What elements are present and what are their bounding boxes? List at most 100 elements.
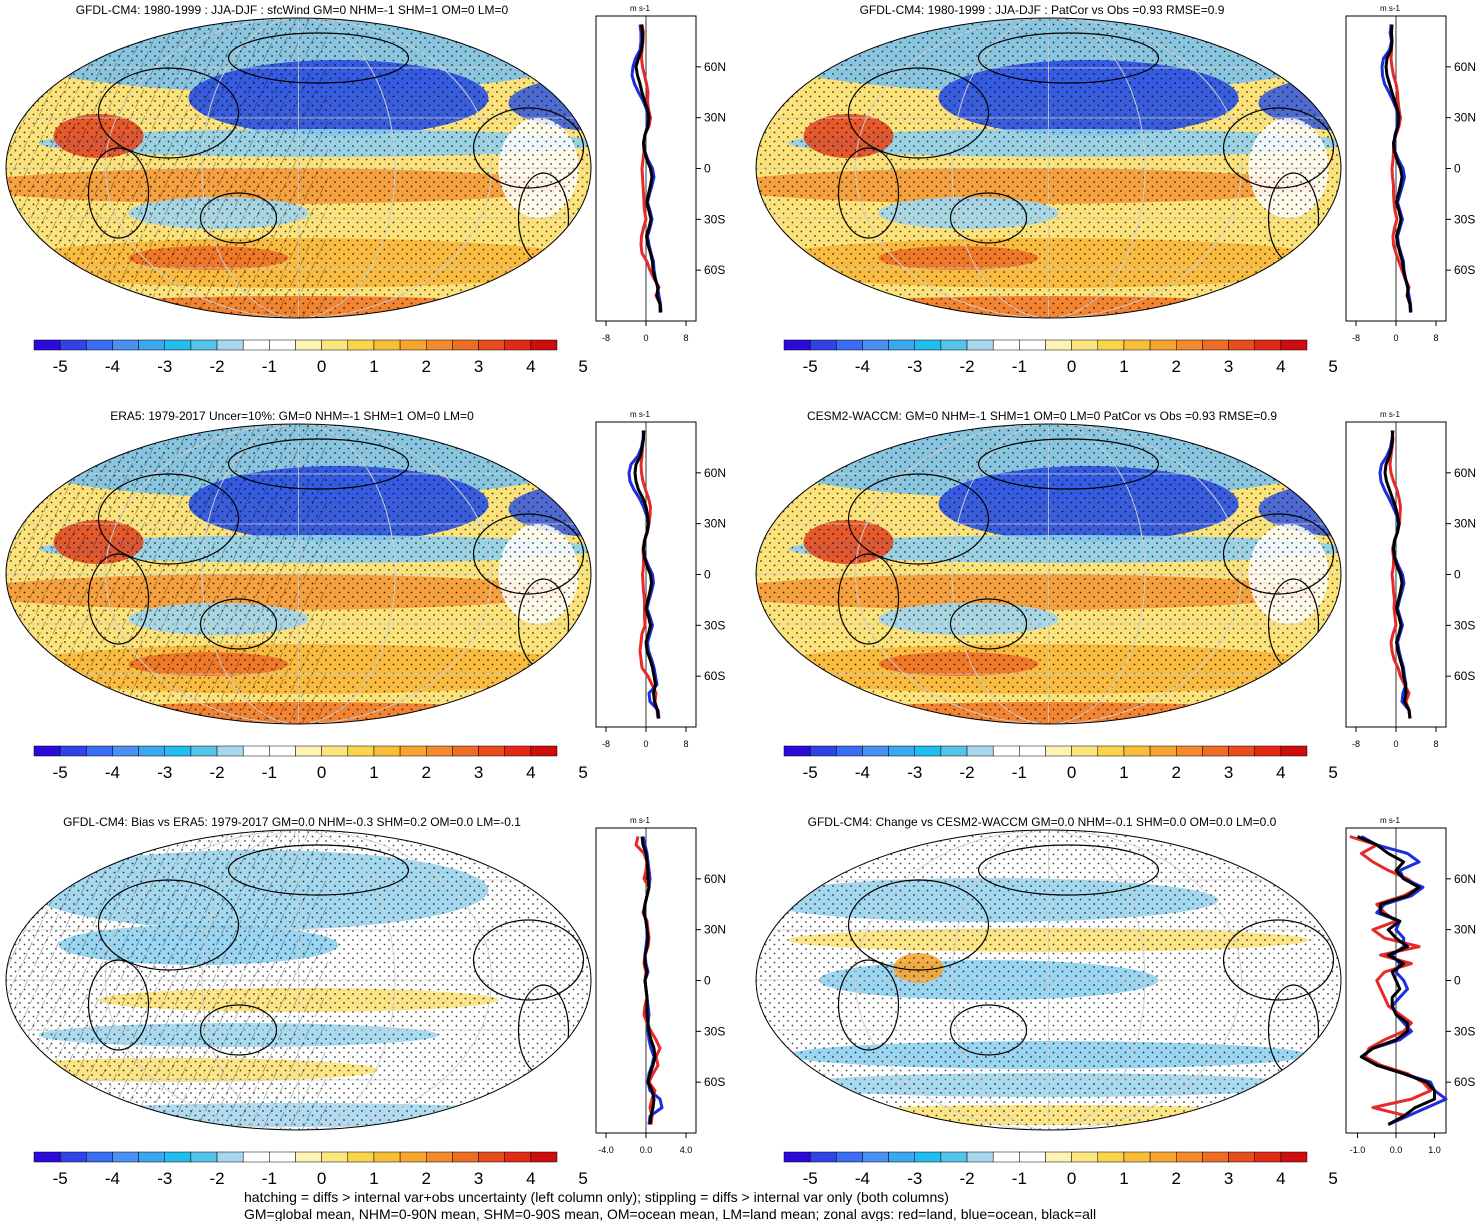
zonal-mean-panel: m s-1 -8 0 8 60N 30N 0 30S 60S (1345, 4, 1476, 343)
zonal-y-tick-label: 30S (1454, 212, 1475, 226)
zonal-unit: m s-1 (1380, 816, 1401, 825)
colorbar-label: 0 (317, 763, 326, 782)
colorbar-swatch (1123, 1151, 1151, 1163)
colorbar-swatch (1176, 745, 1203, 757)
colorbar-label: 0 (1067, 357, 1076, 376)
colorbar-label: -3 (907, 1169, 922, 1188)
zonal-x-tick-label: 0.0 (640, 1145, 653, 1155)
colorbar-swatch (1202, 745, 1229, 757)
panel-6: GFDL-CM4: Change vs CESM2-WACCM GM=0.0 N… (755, 815, 1476, 1188)
colorbar-label: -4 (855, 763, 870, 782)
colorbar-label: -5 (803, 357, 818, 376)
colorbar-label: 5 (578, 763, 587, 782)
colorbar-swatch (1071, 745, 1099, 757)
zonal-line-land (1388, 24, 1412, 313)
zonal-y-tick-label: 30N (704, 111, 726, 125)
colorbar-swatch (1019, 339, 1046, 351)
colorbar-label: -5 (803, 763, 818, 782)
colorbar-label: 0 (1067, 1169, 1076, 1188)
zonal-y-tick-label: 60S (704, 669, 725, 683)
colorbar-swatch (504, 745, 532, 757)
colorbar-swatch (33, 745, 61, 757)
zonal-x-tick-label: 4.0 (680, 1145, 693, 1155)
colorbar-label: -1 (1012, 357, 1027, 376)
zonal-y-tick-label: 60S (704, 263, 725, 277)
colorbar-swatch (164, 339, 192, 351)
colorbar-label: 2 (1172, 763, 1181, 782)
colorbar-swatch (862, 339, 889, 351)
continent-outline (472, 107, 585, 189)
zonal-x-tick-label: 0 (1393, 739, 1398, 749)
continent-outline (87, 147, 150, 239)
zonal-line-land (1388, 430, 1412, 719)
colorbar-swatch (914, 1151, 942, 1163)
zonal-line-all (1383, 430, 1412, 719)
colorbar-swatch (1254, 339, 1282, 351)
colorbar-swatch (373, 339, 401, 351)
zonal-unit: m s-1 (630, 410, 651, 419)
colorbar-swatch (399, 1151, 427, 1163)
map-outline (755, 17, 1342, 319)
colorbar: -5 -4 -3 -2 -1 0 1 2 3 4 5 (33, 745, 588, 782)
colorbar-swatch (914, 339, 942, 351)
colorbar-swatch (269, 339, 296, 351)
colorbar-swatch (888, 1151, 916, 1163)
zonal-x-tick-label: -1.0 (1350, 1145, 1366, 1155)
colorbar-label: 1 (1119, 357, 1128, 376)
continent-outline (1222, 513, 1335, 595)
colorbar-label: -2 (959, 357, 974, 376)
map-outline (755, 829, 1342, 1131)
colorbar-swatch (966, 745, 994, 757)
colorbar-swatch (504, 1151, 532, 1163)
continent-outline (97, 879, 240, 971)
continent-outline (847, 67, 990, 159)
zonal-mean-panel: m s-1 -8 0 8 60N 30N 0 30S 60S (595, 4, 726, 343)
zonal-y-tick-label: 30N (704, 517, 726, 531)
zonal-y-tick-label: 30S (1454, 1024, 1475, 1038)
colorbar-swatch (530, 339, 558, 351)
colorbar-label: 4 (526, 1169, 535, 1188)
colorbar-swatch (1097, 339, 1125, 351)
continent-outline (837, 147, 900, 239)
continent-outline (227, 438, 410, 490)
colorbar-swatch (399, 339, 427, 351)
zonal-y-tick-label: 0 (1454, 568, 1461, 582)
map-outline (5, 17, 592, 319)
footer-line-2: GM=global mean, NHM=0-90N mean, SHM=0-90… (244, 1206, 1096, 1221)
zonal-y-tick-label: 30N (704, 923, 726, 937)
colorbar-swatch (216, 1151, 244, 1163)
colorbar-swatch (269, 1151, 296, 1163)
zonal-y-tick-label: 0 (1454, 974, 1461, 988)
continent-outline (1222, 107, 1335, 189)
continent-outline (199, 1004, 278, 1056)
colorbar-swatch (478, 745, 505, 757)
colorbar-swatch (504, 339, 532, 351)
graticule-lon (951, 424, 1146, 724)
colorbar-swatch (112, 339, 139, 351)
zonal-y-tick-label: 60N (1454, 466, 1476, 480)
zonal-y-tick-label: 60N (704, 872, 726, 886)
colorbar-label: -4 (105, 1169, 120, 1188)
zonal-x-tick-label: 0 (1393, 333, 1398, 343)
colorbar-swatch (426, 745, 453, 757)
colorbar-swatch (1123, 339, 1151, 351)
colorbar-swatch (940, 745, 968, 757)
colorbar-swatch (783, 1151, 811, 1163)
colorbar-swatch (1071, 339, 1099, 351)
colorbar-swatch (966, 1151, 994, 1163)
continent-outline (227, 32, 410, 84)
zonal-x-tick-label: 1.0 (1428, 1145, 1441, 1155)
zonal-x-tick-label: -8 (1352, 739, 1360, 749)
zonal-mean-panel: m s-1 -8 0 8 60N 30N 0 30S 60S (1345, 410, 1476, 749)
zonal-x-tick-label: 8 (683, 333, 688, 343)
panel-title: GFDL-CM4: 1980-1999 : JJA-DJF : PatCor v… (860, 3, 1225, 17)
zonal-y-tick-label: 60N (704, 60, 726, 74)
colorbar-swatch (836, 745, 863, 757)
zonal-y-tick-label: 60N (1454, 872, 1476, 886)
colorbar-label: 1 (369, 763, 378, 782)
colorbar-swatch (940, 339, 968, 351)
colorbar-swatch (138, 745, 166, 757)
zonal-y-tick-label: 0 (704, 162, 711, 176)
colorbar-label: 2 (422, 357, 431, 376)
colorbar-swatch (452, 745, 479, 757)
